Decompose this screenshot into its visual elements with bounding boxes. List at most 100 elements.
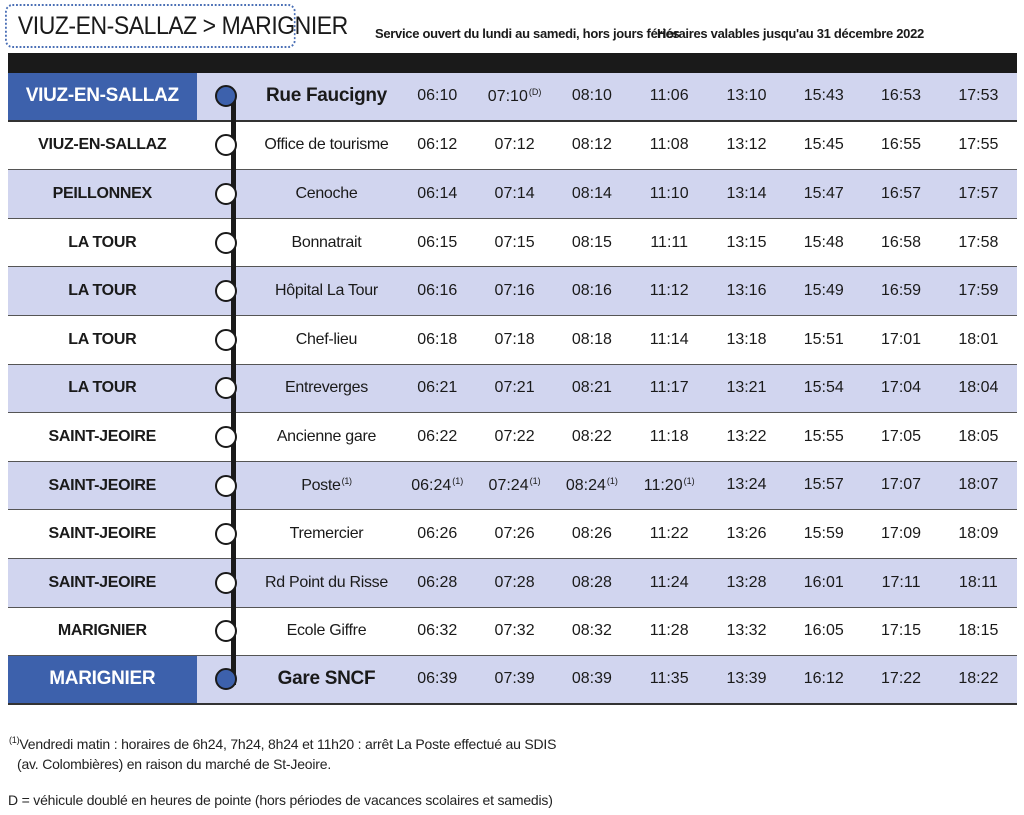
departure-time-value: 08:24 [565, 477, 606, 495]
departure-time: 16:12 [785, 670, 862, 688]
departure-time-value: 11:24 [649, 573, 689, 591]
footnote-2: D = véhicule doublé en heures de pointe … [8, 792, 553, 808]
table-row: MARIGNIER Ecole Giffre 06:32 07:32 08:32 11:2… [8, 607, 1017, 657]
departure-time-value: 11:08 [649, 136, 689, 154]
departure-time-value: 13:21 [726, 379, 767, 397]
departure-time-value: 08:12 [571, 136, 612, 154]
line-column [197, 413, 255, 461]
stop-name-text: Entreverges [284, 379, 368, 397]
departure-time: 17:15 [862, 622, 939, 640]
departure-time-value: 07:26 [494, 525, 535, 543]
table-row: VIUZ-EN-SALLAZ Rue Faucigny 06:10 07:10(D) 0… [8, 73, 1017, 122]
departure-time-value: 07:14 [494, 184, 535, 202]
departure-time: 07:10(D) [476, 87, 553, 106]
departure-time: 13:32 [708, 622, 785, 640]
departure-time-value: 06:15 [417, 233, 458, 251]
departure-time: 15:45 [785, 136, 862, 154]
departure-time-value: 07:28 [494, 573, 535, 591]
departure-time-value: 13:24 [726, 476, 767, 494]
departure-time: 17:01 [862, 331, 939, 349]
table-row: SAINT-JEOIRE Ancienne gare 06:22 07:22 08:22… [8, 413, 1017, 462]
stop-dot-icon [214, 571, 237, 594]
stop-name: Rue Faucigny [254, 85, 398, 107]
departure-time: 06:24(1) [399, 476, 476, 495]
departure-time: 17:22 [862, 670, 939, 688]
stop-dot-icon [214, 280, 237, 303]
table-row: SAINT-JEOIRE Tremercier 06:26 07:26 08:26 11:… [8, 510, 1017, 559]
departure-time-note: (1) [683, 476, 695, 487]
commune-name: LA TOUR [68, 233, 137, 251]
departure-time-value: 17:01 [881, 330, 922, 348]
departure-time-value: 16:53 [881, 86, 922, 104]
stop-name: Ecole Giffre [254, 622, 398, 640]
departure-time: 18:07 [940, 476, 1017, 495]
departure-time-value: 16:55 [881, 136, 922, 154]
departure-time: 11:10 [631, 185, 708, 203]
departure-time-value: 08:16 [571, 282, 612, 300]
departure-time-value: 15:45 [803, 136, 844, 154]
departure-time: 11:08 [631, 136, 708, 154]
commune-name: MARIGNIER [8, 656, 197, 703]
departure-time-value: 16:12 [803, 670, 844, 688]
departure-times: 06:22 07:22 08:22 11:18 13:22 15:55 17:05 18:05 [399, 428, 1017, 446]
stop-name-text: Hôpital La Tour [275, 282, 378, 300]
departure-time: 11:22 [631, 525, 708, 543]
stop-name: Bonnatrait [254, 234, 398, 252]
departure-time: 06:18 [399, 331, 476, 349]
departure-time-value: 11:17 [649, 379, 689, 397]
departure-time-value: 06:18 [417, 330, 458, 348]
departure-time: 17:04 [862, 379, 939, 397]
stop-name-text: Tremercier [289, 525, 364, 543]
departure-time-value: 07:39 [494, 670, 535, 688]
stop-name-text: Gare SNCF [277, 668, 376, 690]
departure-time: 16:55 [862, 136, 939, 154]
departure-time-value: 17:58 [958, 233, 999, 251]
footnote-1-marker: (1) [9, 735, 20, 745]
departure-times: 06:16 07:16 08:16 11:12 13:16 15:49 16:59 17:59 [399, 282, 1017, 300]
departure-time: 07:16 [476, 282, 553, 300]
departure-time: 06:16 [399, 282, 476, 300]
departure-time: 08:21 [553, 379, 630, 397]
departure-time-value: 07:32 [494, 622, 535, 640]
departure-time: 11:20(1) [631, 476, 708, 495]
departure-time-value: 07:18 [494, 330, 535, 348]
departure-time-value: 13:16 [726, 282, 767, 300]
departure-time: 11:12 [631, 282, 708, 300]
departure-time-value: 17:53 [958, 86, 999, 104]
departure-time: 11:17 [631, 379, 708, 397]
departure-time-value: 08:14 [571, 184, 612, 202]
departure-time-value: 13:12 [726, 136, 767, 154]
stop-dot-icon [214, 182, 237, 205]
departure-time: 17:07 [862, 476, 939, 495]
stop-dot-icon [214, 668, 237, 691]
departure-time: 18:05 [940, 428, 1017, 446]
departure-times: 06:32 07:32 08:32 11:28 13:32 16:05 17:15 18:15 [399, 622, 1017, 640]
stop-name-text: Office de tourisme [264, 136, 389, 154]
departure-time-value: 11:22 [649, 525, 689, 543]
departure-time-value: 16:59 [881, 282, 922, 300]
table-row: LA TOUR Bonnatrait 06:15 07:15 08:15 11:11 13:… [8, 218, 1017, 268]
departure-time-value: 06:10 [417, 86, 458, 104]
stop-dot-icon [214, 231, 237, 254]
departure-time-value: 11:06 [649, 86, 689, 104]
departure-time-value: 15:43 [803, 86, 844, 104]
departure-time: 08:39 [553, 670, 630, 688]
stop-name: Poste(1) [254, 476, 398, 495]
departure-time: 07:32 [476, 622, 553, 640]
validity-note: Horaires valables jusqu'au 31 décembre 2… [657, 26, 924, 41]
stop-name-text: Poste [301, 477, 341, 495]
footnote-1-line2: (av. Colombières) en raison du marché de… [17, 756, 332, 772]
departure-time: 06:14 [399, 185, 476, 203]
line-column [197, 510, 255, 558]
departure-times: 06:26 07:26 08:26 11:22 13:26 15:59 17:09 18:09 [399, 525, 1017, 543]
stop-dot-icon [214, 474, 237, 497]
departure-time-value: 06:26 [417, 525, 458, 543]
departure-time-value: 11:28 [649, 622, 689, 640]
line-column [197, 365, 255, 413]
stop-name-text: Ecole Giffre [286, 622, 367, 640]
departure-time: 18:01 [940, 331, 1017, 349]
table-row: LA TOUR Hôpital La Tour 06:16 07:16 08:16 11:… [8, 267, 1017, 316]
departure-time-value: 06:16 [417, 282, 458, 300]
commune-name: LA TOUR [68, 379, 137, 397]
departure-time-value: 13:14 [726, 184, 767, 202]
